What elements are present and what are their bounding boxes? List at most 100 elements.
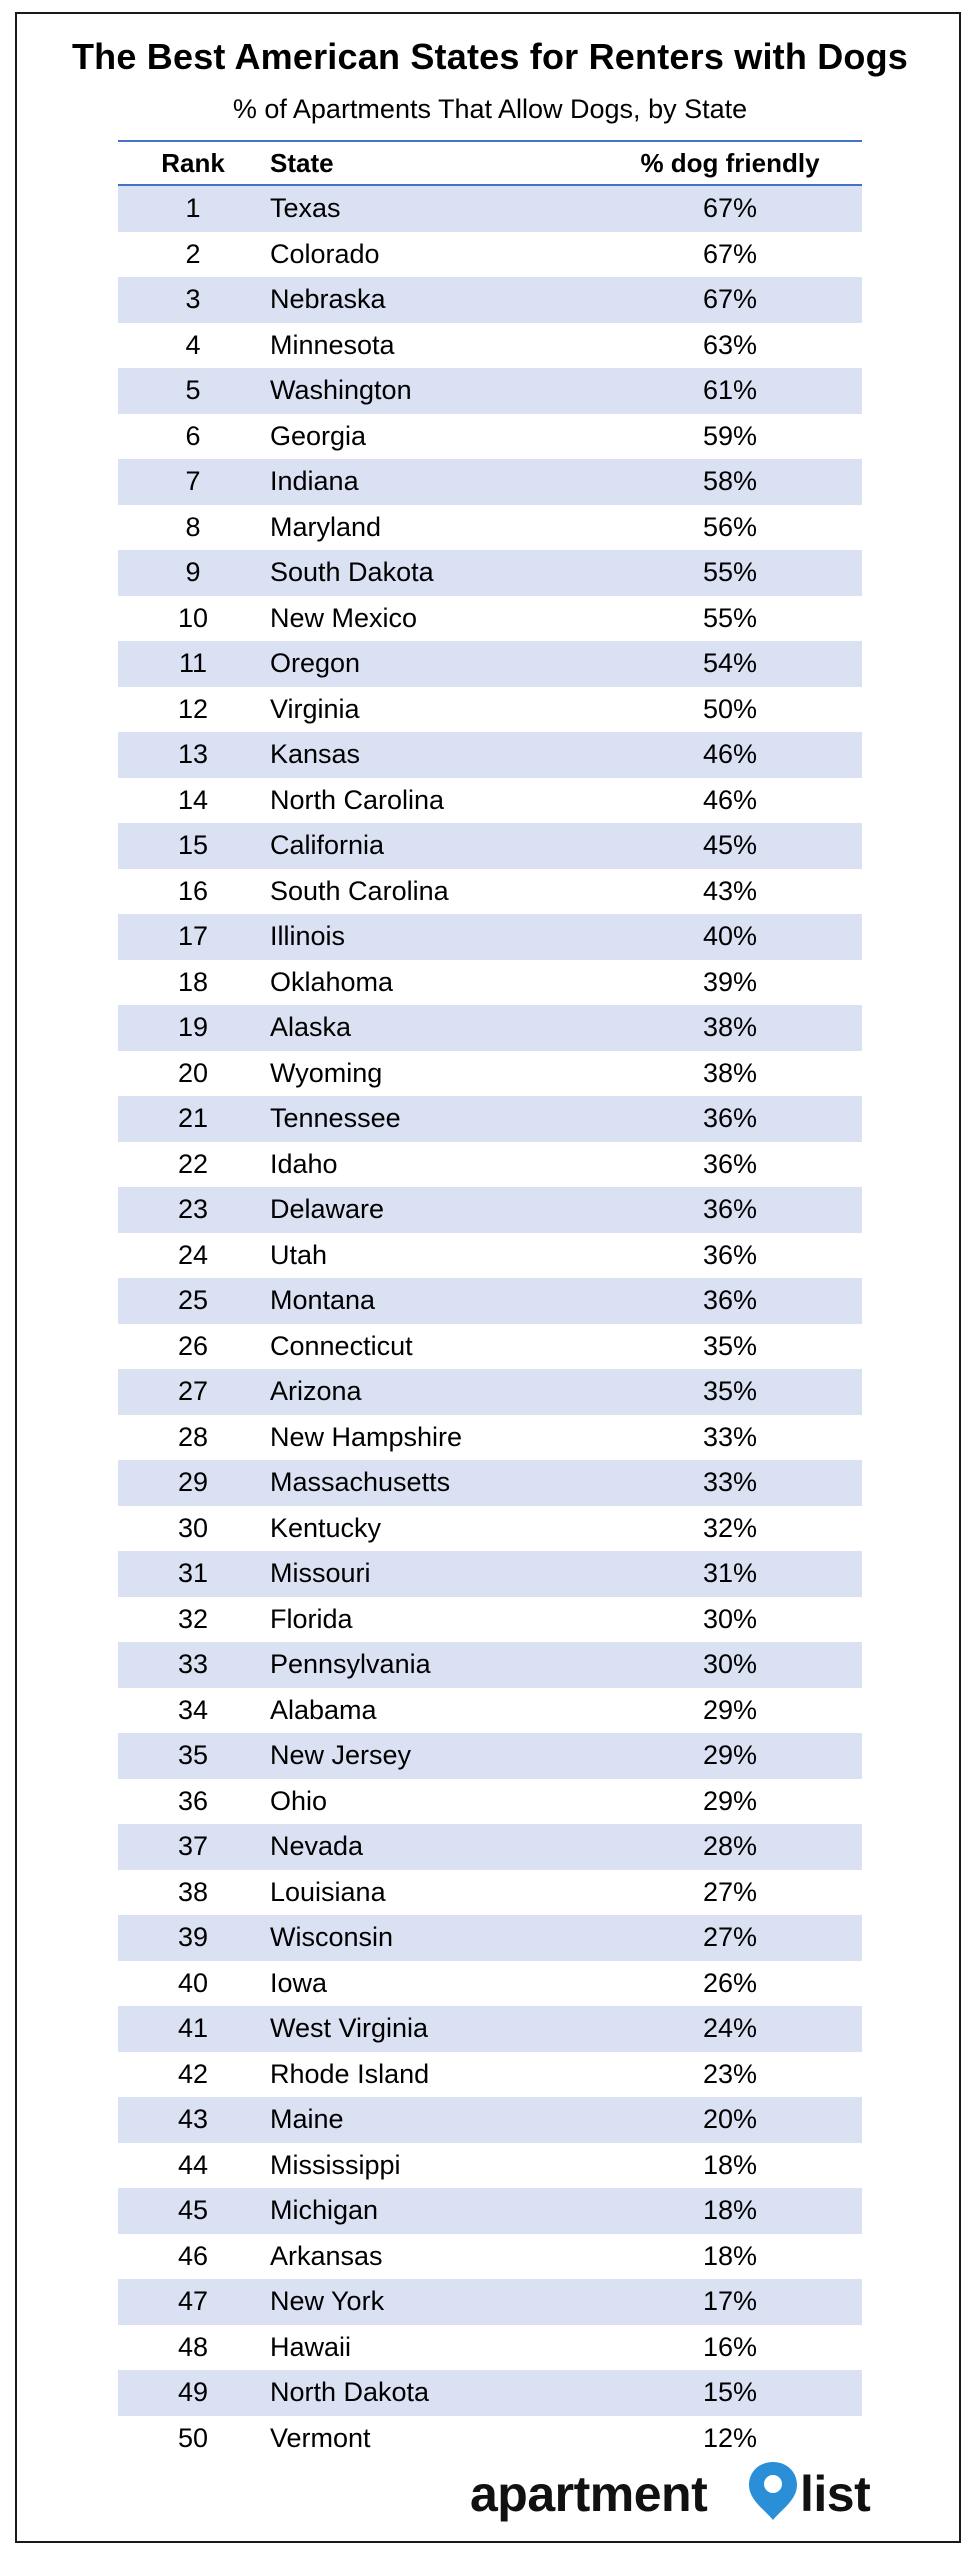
- chart-title: The Best American States for Renters wit…: [71, 36, 909, 77]
- pct-cell: 67%: [702, 284, 758, 315]
- table-row: 39 Wisconsin 27%: [118, 1915, 862, 1961]
- pct-cell: 40%: [702, 921, 758, 952]
- state-cell: South Dakota: [270, 557, 434, 588]
- state-cell: Kansas: [270, 739, 361, 770]
- rank-cell: 13: [177, 739, 209, 770]
- table-row: 47 New York 17%: [118, 2279, 862, 2325]
- pct-cell: 55%: [702, 602, 758, 633]
- table-row: 22 Idaho 36%: [118, 1142, 862, 1188]
- table-row: 25 Montana 36%: [118, 1278, 862, 1324]
- logo-word-apartment: apartment: [470, 2466, 708, 2522]
- state-cell: North Carolina: [270, 784, 445, 815]
- table-row: 29 Massachusetts 33%: [118, 1460, 862, 1506]
- state-cell: Connecticut: [270, 1330, 413, 1361]
- state-cell: South Carolina: [270, 875, 449, 906]
- state-cell: Illinois: [270, 921, 346, 952]
- state-cell: New York: [270, 2286, 385, 2317]
- pct-cell: 36%: [702, 1103, 758, 1134]
- header-pct: % dog friendly: [640, 147, 820, 178]
- state-cell: Utah: [270, 1239, 328, 1270]
- pct-cell: 67%: [702, 193, 758, 224]
- rank-cell: 6: [185, 420, 201, 451]
- pct-cell: 18%: [702, 2240, 758, 2271]
- rank-cell: 15: [177, 830, 209, 861]
- table-row: 28 New Hampshire 33%: [118, 1415, 862, 1461]
- rank-cell: 50: [177, 2422, 209, 2453]
- rank-cell: 36: [177, 1785, 209, 1816]
- table-row: 20 Wyoming 38%: [118, 1051, 862, 1097]
- state-cell: Missouri: [270, 1558, 371, 1589]
- table-row: 18 Oklahoma 39%: [118, 960, 862, 1006]
- state-cell: Maryland: [270, 511, 382, 542]
- table-row: 6 Georgia 59%: [118, 414, 862, 460]
- table-row: 38 Louisiana 27%: [118, 1870, 862, 1916]
- pct-cell: 58%: [702, 466, 758, 497]
- rank-cell: 19: [177, 1012, 209, 1043]
- logo-word-list: list: [800, 2466, 871, 2522]
- state-cell: New Hampshire: [270, 1421, 463, 1452]
- state-cell: Arizona: [270, 1376, 362, 1407]
- table-row: 1 Texas 67%: [118, 186, 862, 232]
- pct-cell: 29%: [702, 1740, 758, 1771]
- state-cell: Ohio: [270, 1785, 328, 1816]
- table-row: 19 Alaska 38%: [118, 1005, 862, 1051]
- state-cell: Maine: [270, 2104, 344, 2135]
- table-row: 35 New Jersey 29%: [118, 1733, 862, 1779]
- rank-cell: 47: [177, 2286, 209, 2317]
- pct-cell: 23%: [702, 2058, 758, 2089]
- rank-cell: 23: [177, 1194, 209, 1225]
- table-row: 2 Colorado 67%: [118, 232, 862, 278]
- rank-cell: 12: [177, 693, 209, 724]
- table-row: 9 South Dakota 55%: [118, 550, 862, 596]
- rank-cell: 35: [177, 1740, 209, 1771]
- pct-cell: 36%: [702, 1194, 758, 1225]
- rank-cell: 33: [177, 1649, 209, 1680]
- pct-cell: 38%: [702, 1012, 758, 1043]
- table-row: 23 Delaware 36%: [118, 1187, 862, 1233]
- location-pin-icon: [749, 2462, 797, 2520]
- rank-cell: 7: [185, 466, 201, 497]
- state-cell: Virginia: [270, 693, 360, 724]
- state-cell: Alaska: [270, 1012, 352, 1043]
- pct-cell: 56%: [702, 511, 758, 542]
- state-cell: Georgia: [270, 420, 367, 451]
- rank-cell: 26: [177, 1330, 209, 1361]
- table-row: 40 Iowa 26%: [118, 1961, 862, 2007]
- state-cell: Nevada: [270, 1831, 364, 1862]
- state-cell: Oklahoma: [270, 966, 394, 997]
- rank-cell: 31: [177, 1558, 209, 1589]
- pct-cell: 32%: [702, 1512, 758, 1543]
- rank-cell: 44: [177, 2149, 209, 2180]
- table-row: 3 Nebraska 67%: [118, 277, 862, 323]
- table-row: 48 Hawaii 16%: [118, 2325, 862, 2371]
- state-cell: Wyoming: [270, 1057, 383, 1088]
- rank-cell: 21: [177, 1103, 209, 1134]
- apartment-list-logo: apartment list: [470, 2462, 890, 2526]
- table-row: 24 Utah 36%: [118, 1233, 862, 1279]
- state-cell: Iowa: [270, 1967, 328, 1998]
- state-cell: Vermont: [270, 2422, 371, 2453]
- table-row: 21 Tennessee 36%: [118, 1096, 862, 1142]
- rank-cell: 42: [177, 2058, 209, 2089]
- state-cell: Montana: [270, 1285, 376, 1316]
- table-row: 4 Minnesota 63%: [118, 323, 862, 369]
- rank-cell: 29: [177, 1467, 209, 1498]
- table-row: 11 Oregon 54%: [118, 641, 862, 687]
- rank-cell: 3: [185, 284, 201, 315]
- pct-cell: 61%: [702, 375, 758, 406]
- state-cell: Pennsylvania: [270, 1649, 431, 1680]
- header-rank: Rank: [161, 147, 225, 178]
- rank-cell: 18: [177, 966, 209, 997]
- table-row: 50 Vermont 12%: [118, 2416, 862, 2462]
- rank-cell: 25: [177, 1285, 209, 1316]
- pct-cell: 27%: [702, 1922, 758, 1953]
- pct-cell: 30%: [702, 1649, 758, 1680]
- rank-cell: 27: [177, 1376, 209, 1407]
- state-cell: Nebraska: [270, 284, 386, 315]
- rank-cell: 37: [177, 1831, 209, 1862]
- pct-cell: 67%: [702, 238, 758, 269]
- pct-cell: 55%: [702, 557, 758, 588]
- rank-cell: 17: [177, 921, 209, 952]
- pct-cell: 33%: [702, 1421, 758, 1452]
- pct-cell: 39%: [702, 966, 758, 997]
